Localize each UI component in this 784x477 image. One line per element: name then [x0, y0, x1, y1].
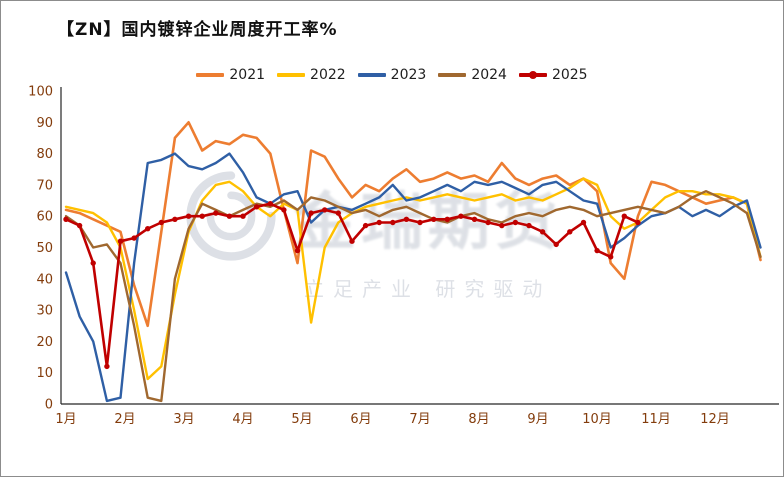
y-tick-label: 60: [36, 210, 53, 225]
series-marker-2025: [199, 213, 205, 219]
series-marker-2025: [444, 216, 450, 222]
series-line-2024: [64, 189, 762, 403]
series-marker-2025: [621, 213, 627, 219]
series-marker-2025: [512, 219, 519, 226]
series-marker-2025: [335, 210, 341, 216]
legend-item-2022: 2022: [277, 67, 346, 83]
y-tick-label: 20: [36, 335, 53, 350]
series-marker-2025: [117, 238, 124, 244]
series-line-2023: [64, 152, 762, 403]
series-marker-2025: [172, 216, 178, 222]
series-marker-2025: [294, 247, 301, 254]
series-marker-2025: [158, 219, 164, 226]
series-marker-2025: [226, 213, 233, 219]
x-tick-label: 3月: [173, 412, 194, 427]
x-tick-label: 6月: [350, 412, 371, 427]
x-tick-label: 4月: [232, 412, 253, 427]
series-marker-2025: [390, 219, 396, 226]
series-marker-2025: [526, 222, 532, 229]
x-tick-label: 12月: [700, 412, 730, 427]
y-tick-label: 90: [36, 116, 53, 131]
x-tick-label: 9月: [527, 412, 548, 427]
legend-swatch-2021: [196, 73, 225, 77]
x-tick-label: 8月: [468, 412, 489, 427]
series-marker-2025: [281, 207, 287, 213]
series-marker-2025: [499, 222, 505, 229]
series-marker-2025: [376, 219, 382, 226]
legend-item-2024: 2024: [438, 67, 507, 83]
series-marker-2025: [76, 222, 83, 229]
series-marker-2025: [253, 204, 260, 210]
series-marker-2025: [104, 363, 110, 370]
series-marker-2025: [63, 216, 69, 222]
series-marker-2025: [485, 219, 491, 226]
x-tick-label: 10月: [582, 412, 612, 427]
legend-item-2025: 2025: [518, 67, 588, 83]
series-marker-2025: [308, 210, 314, 216]
y-tick-label: 50: [36, 241, 53, 256]
series-marker-2025: [145, 226, 151, 232]
series-marker-2025: [539, 229, 546, 235]
series-marker-2025: [349, 238, 355, 244]
series-marker-2025: [471, 216, 478, 222]
legend-swatch-2024: [438, 73, 467, 77]
y-tick-label: 40: [36, 272, 53, 287]
series-marker-2025: [417, 219, 423, 226]
legend-label-2023: 2023: [390, 67, 427, 83]
x-tick-label: 7月: [409, 412, 430, 427]
legend-item-2021: 2021: [196, 67, 265, 83]
series-marker-2025: [185, 213, 192, 219]
legend-label-2022: 2022: [310, 67, 346, 83]
series-marker-2025: [403, 216, 410, 222]
y-tick-label: 0: [45, 398, 53, 413]
series-marker-2025: [240, 213, 246, 219]
series-marker-2025: [580, 219, 587, 226]
legend-label-2024: 2024: [471, 67, 507, 83]
legend-marker-dot-2025: [528, 71, 537, 79]
x-tick-label: 5月: [291, 412, 312, 427]
series-marker-2025: [362, 222, 369, 229]
x-tick-label: 1月: [55, 412, 76, 427]
series-marker-2025: [322, 207, 328, 213]
y-tick-label: 100: [28, 85, 53, 100]
series-marker-2025: [90, 260, 96, 266]
series-marker-2025: [213, 210, 219, 216]
series-marker-2025: [594, 247, 600, 254]
y-tick-label: 10: [36, 366, 53, 381]
legend-swatch-2025: [518, 71, 547, 79]
chart-title: 【ZN】国内镀锌企业周度开工率%: [57, 20, 338, 40]
series-marker-2025: [608, 254, 614, 260]
series-marker-2025: [567, 229, 573, 235]
series-marker-2025: [267, 201, 273, 207]
x-tick-label: 2月: [114, 412, 135, 427]
series-marker-2025: [431, 216, 437, 222]
series-marker-2025: [131, 235, 137, 241]
legend-swatch-2022: [277, 73, 306, 77]
series-marker-2025: [458, 213, 464, 219]
y-tick-label: 70: [36, 178, 53, 193]
x-tick-label: 11月: [641, 412, 671, 427]
chart-legend: 2021 2022 2023 2024 2025: [1, 67, 783, 83]
series-marker-2025: [635, 219, 641, 226]
legend-item-2023: 2023: [357, 67, 427, 83]
y-tick-label: 80: [36, 147, 53, 162]
series-line-2025: [64, 202, 640, 368]
legend-label-2025: 2025: [551, 67, 588, 83]
legend-label-2021: 2021: [229, 67, 266, 83]
legend-swatch-2023: [357, 73, 386, 77]
y-tick-label: 30: [36, 304, 53, 319]
series-marker-2025: [553, 241, 559, 248]
series-line-2021: [64, 121, 762, 328]
